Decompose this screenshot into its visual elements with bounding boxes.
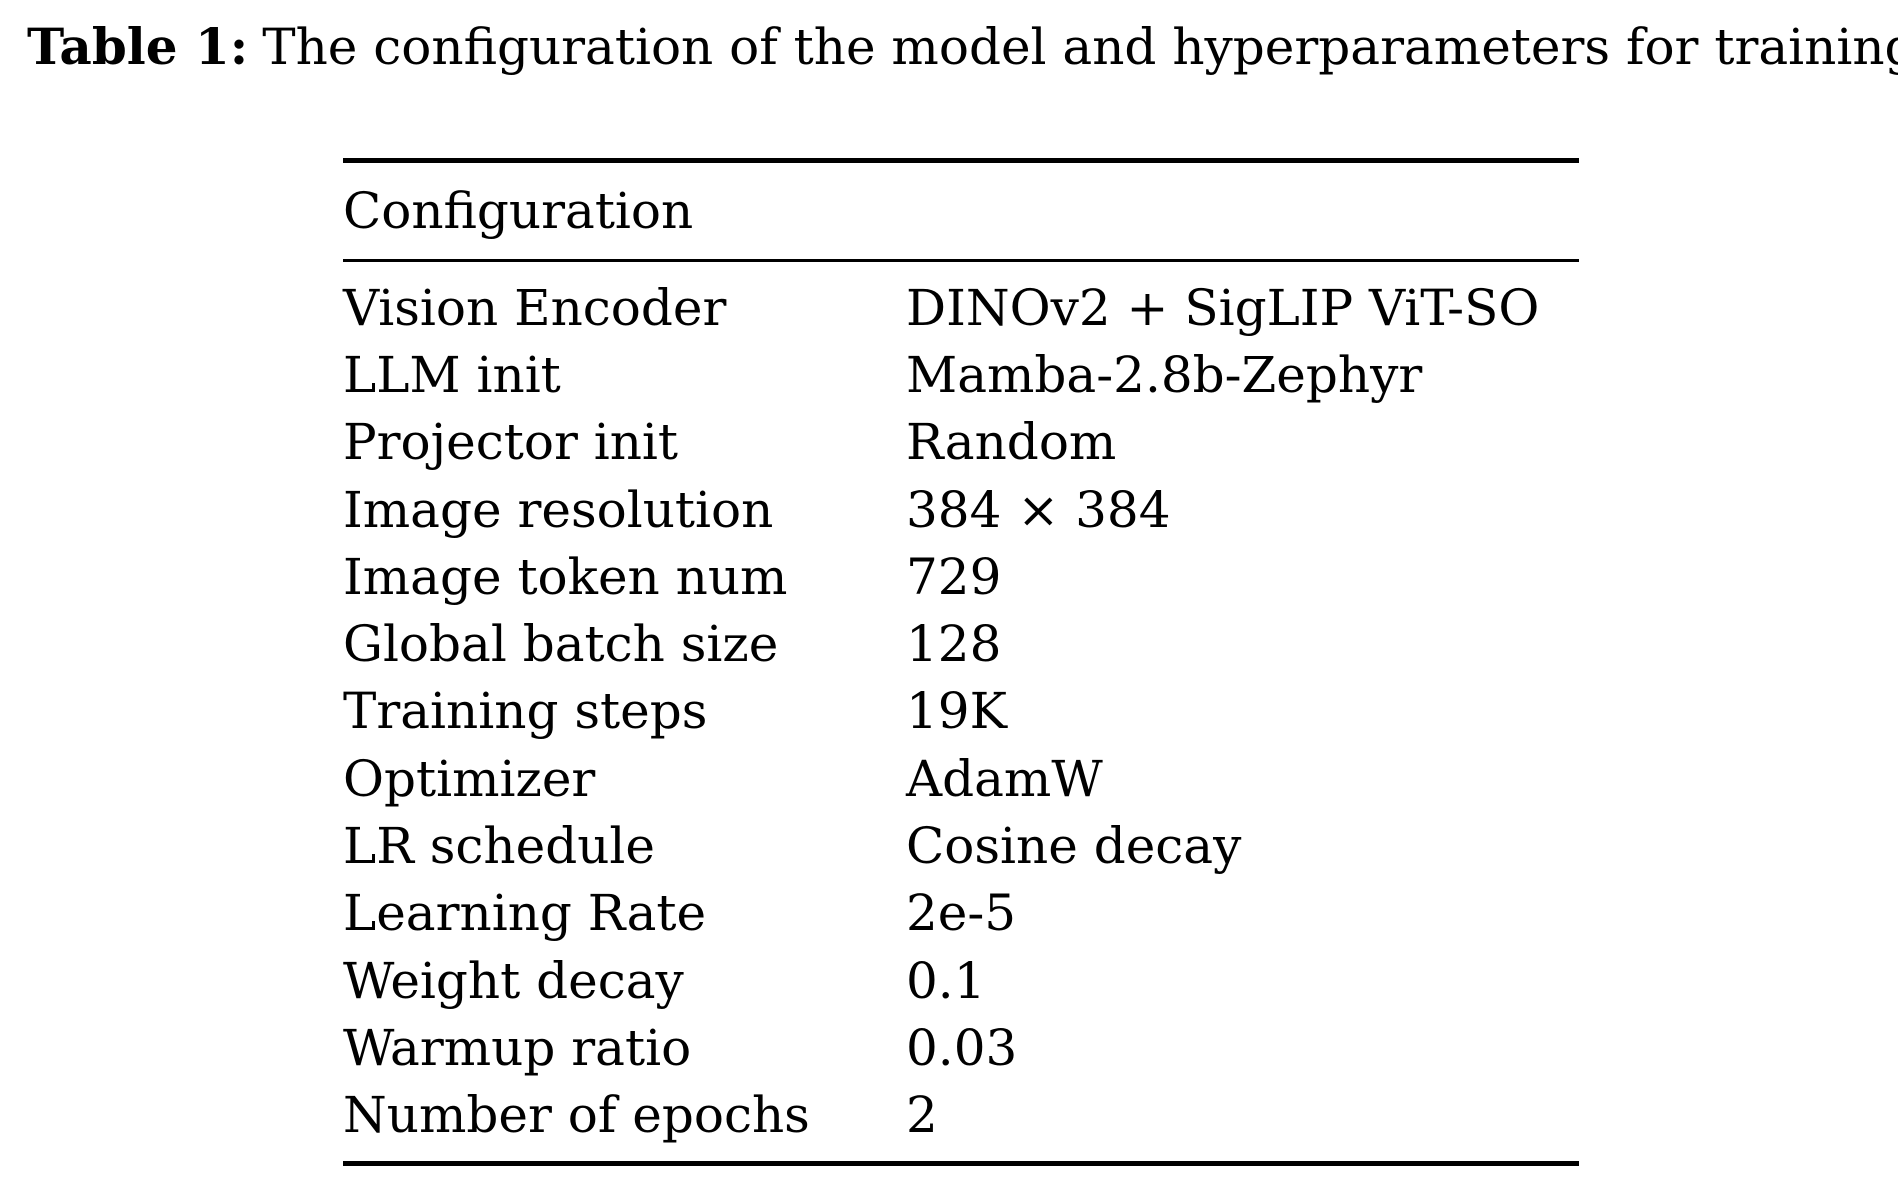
- table-caption: Table 1: The configuration of the model a…: [27, 22, 1898, 73]
- row-value: AdamW: [906, 749, 1103, 808]
- table-header-configuration: Configuration: [343, 182, 694, 240]
- table-row: Image token num 729: [343, 543, 1579, 610]
- table-row: Number of epochs 2: [343, 1082, 1579, 1149]
- row-key: Image resolution: [343, 480, 774, 539]
- table-row: LLM init Mamba-2.8b-Zephyr: [343, 341, 1579, 408]
- row-key: Learning Rate: [343, 884, 707, 943]
- row-key: Optimizer: [343, 749, 596, 808]
- row-key: Image token num: [343, 547, 788, 606]
- row-value: Random: [906, 413, 1117, 472]
- table-row: Training steps 19K: [343, 678, 1579, 745]
- table-row: Warmup ratio 0.03: [343, 1014, 1579, 1081]
- row-value: 19K: [906, 682, 1007, 741]
- row-value: Cosine decay: [906, 817, 1242, 876]
- row-value: DINOv2 + SigLIP ViT-SO: [906, 278, 1540, 337]
- table-row: LR schedule Cosine decay: [343, 812, 1579, 879]
- caption-text: The configuration of the model and hyper…: [262, 18, 1898, 76]
- bottom-rule: [343, 1160, 1579, 1166]
- table-header-row: Configuration: [343, 163, 1579, 259]
- row-value: 2: [906, 1086, 938, 1145]
- row-value: 0.1: [906, 951, 986, 1010]
- row-key: Number of epochs: [343, 1086, 810, 1145]
- table-row: Projector init Random: [343, 409, 1579, 476]
- row-value: 384 × 384: [906, 480, 1171, 539]
- row-key: Global batch size: [343, 615, 779, 674]
- row-value: 0.03: [906, 1018, 1018, 1077]
- row-key: LLM init: [343, 345, 561, 404]
- table-row: Weight decay 0.1: [343, 947, 1579, 1014]
- row-key: Vision Encoder: [343, 278, 727, 337]
- row-value: Mamba-2.8b-Zephyr: [906, 345, 1423, 404]
- row-value: 729: [906, 547, 1002, 606]
- table-row: Global batch size 128: [343, 610, 1579, 677]
- config-table: Configuration Vision Encoder DINOv2 + Si…: [343, 158, 1579, 1166]
- table-row: Vision Encoder DINOv2 + SigLIP ViT-SO: [343, 274, 1579, 341]
- row-value: 2e-5: [906, 884, 1017, 943]
- top-rule: [343, 158, 1579, 163]
- row-key: LR schedule: [343, 817, 655, 876]
- row-key: Projector init: [343, 413, 679, 472]
- mid-rule: [343, 259, 1579, 262]
- row-value: 128: [906, 615, 1002, 674]
- table-row: Optimizer AdamW: [343, 745, 1579, 812]
- table-row: Learning Rate 2e-5: [343, 880, 1579, 947]
- row-key: Warmup ratio: [343, 1018, 692, 1077]
- row-key: Training steps: [343, 682, 708, 741]
- row-key: Weight decay: [343, 951, 684, 1010]
- caption-label: Table 1:: [27, 17, 249, 76]
- table-row: Image resolution 384 × 384: [343, 476, 1579, 543]
- table-body: Vision Encoder DINOv2 + SigLIP ViT-SO LL…: [343, 262, 1579, 1161]
